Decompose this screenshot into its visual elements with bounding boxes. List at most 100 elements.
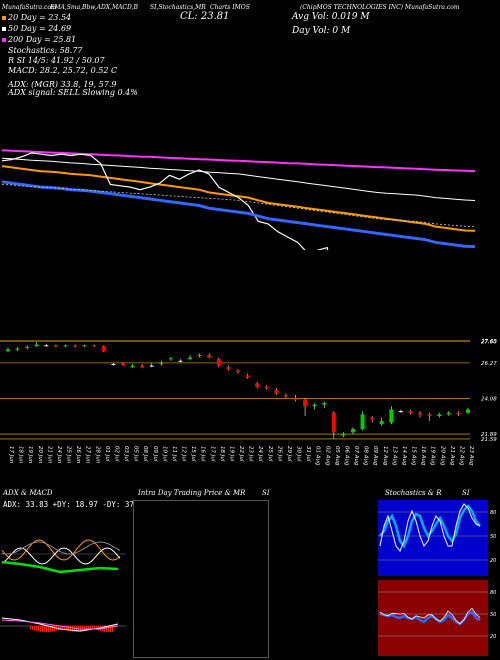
- adx-line-1: ADX: (MGR) 33.8, 19, 57.9: [8, 80, 117, 89]
- macd-histogram-bar: [38, 626, 40, 632]
- x-tick-label: 15 Aug: [411, 446, 417, 466]
- x-tick-label: 05 Jul: [133, 446, 139, 462]
- macd-histogram-bar: [62, 626, 64, 630]
- macd-signal-line: [1, 619, 119, 630]
- macd-value: MACD: 28.2, 25.72, 0.52 C: [8, 66, 118, 75]
- rsi-tick-label: 20: [490, 634, 496, 640]
- x-tick-label: 21 Jun: [46, 446, 52, 464]
- macd-histogram-bar: [60, 626, 62, 630]
- adx-grey-line: [1, 541, 121, 555]
- candle-body: [121, 364, 125, 365]
- ma-line-1: [1, 157, 476, 201]
- ema50-swatch: [2, 27, 6, 31]
- macd-histogram-bar: [34, 626, 36, 631]
- macd-histogram-bar: [52, 626, 54, 632]
- x-tick-label: 02 Aug: [324, 446, 330, 466]
- macd-histogram-bar: [46, 626, 48, 632]
- ema20-swatch: [2, 16, 6, 20]
- x-tick-label: 03 Jul: [123, 446, 129, 462]
- candle-body: [188, 357, 193, 360]
- candle-body: [6, 349, 10, 351]
- macd-histogram-bar: [68, 626, 70, 631]
- candle-body: [101, 346, 106, 351]
- candle-body: [408, 411, 413, 413]
- ema50-value: 50 Day = 24.69: [2, 24, 71, 33]
- candle-body: [197, 355, 202, 357]
- candle-body: [398, 411, 403, 413]
- stoch-tick-label: 50: [490, 534, 496, 540]
- stoch-tick-label: 80: [490, 510, 496, 516]
- x-tick-label: 25 Jun: [66, 446, 72, 464]
- x-tick-label: 29 Jul: [286, 446, 292, 462]
- ma200-swatch: [2, 38, 6, 42]
- x-tick-label: 02 Jul: [113, 446, 119, 462]
- candle-body: [389, 409, 394, 423]
- rsi-panel: 80 50 20: [378, 580, 496, 656]
- candle-body: [274, 390, 279, 394]
- adx-white-line: [1, 547, 121, 565]
- candle-body: [53, 345, 58, 347]
- macd-histogram-bar: [88, 626, 90, 631]
- macd-histogram-bar: [30, 626, 32, 629]
- candle-body: [82, 345, 87, 347]
- stochastics-value: Stochastics: 58.77: [8, 46, 83, 55]
- x-tick-label: 01 Jul: [104, 446, 110, 462]
- x-tick-label: 19 Jun: [27, 446, 33, 464]
- day-volume-label: Day Vol: 0 M: [292, 26, 351, 36]
- macd-histogram-bar: [74, 626, 76, 632]
- x-tick-label: 06 Aug: [343, 446, 349, 466]
- candle-body: [149, 365, 154, 367]
- macd-histogram-bar: [94, 626, 96, 630]
- x-tick-label: 09 Aug: [372, 446, 378, 466]
- candle-body: [73, 345, 78, 347]
- macd-histogram-bar: [112, 626, 114, 632]
- site-label: MunafaSutra.com: [2, 4, 57, 11]
- macd-histogram-bar: [108, 626, 110, 632]
- candle-body: [130, 365, 135, 368]
- rsi-signal-line: [379, 607, 481, 625]
- stochastics-panel-title: Stochastics & R: [385, 489, 442, 497]
- macd-histogram-bar: [40, 626, 42, 632]
- x-tick-label: 24 Jul: [257, 446, 263, 462]
- x-tick-label: 12 Aug: [382, 446, 388, 466]
- x-tick-label: 31 Jul: [305, 446, 311, 462]
- macd-panel: [0, 598, 126, 660]
- x-tick-label: 25 Jul: [267, 446, 273, 462]
- x-tick-label: 10 Jul: [161, 446, 167, 462]
- stochastics-si-title: SI: [462, 489, 470, 497]
- x-tick-label: 24 Jun: [56, 446, 62, 464]
- y-tick-label: 21.89: [481, 432, 497, 438]
- macd-histogram-bar: [66, 626, 68, 631]
- x-tick-label: 08 Jul: [142, 446, 148, 462]
- macd-histogram-bar: [58, 626, 60, 631]
- dotted-line: [1, 184, 476, 228]
- x-tick-label: 08 Aug: [363, 446, 369, 466]
- candle-body: [370, 417, 375, 420]
- candle-body: [456, 412, 461, 415]
- x-tick-label: 27 Jun: [85, 446, 91, 464]
- x-tick-label: 01 Aug: [315, 446, 321, 466]
- ma-line-2: [1, 149, 476, 173]
- x-tick-label: 23 Aug: [468, 446, 474, 466]
- price-line: [1, 152, 329, 250]
- candle-body: [418, 412, 423, 415]
- candle-body: [226, 367, 231, 369]
- candle-body: [255, 383, 260, 387]
- candle-body: [427, 414, 432, 416]
- x-tick-label: 22 Jul: [238, 446, 244, 462]
- candle-body: [322, 403, 327, 405]
- candle-body: [303, 399, 308, 407]
- y-tick-label: 27.60: [481, 339, 497, 345]
- candle-body: [111, 364, 116, 365]
- rsi-value: R SI 14/5: 41.92 / 50.07: [8, 56, 105, 65]
- x-tick-label: 16 Jul: [200, 446, 206, 462]
- macd-histogram-bar: [54, 626, 56, 632]
- macd-histogram-bar: [64, 626, 66, 630]
- macd-line: [1, 617, 119, 632]
- x-tick-label: 05 Aug: [334, 446, 340, 466]
- intraday-panel-title: Intra Day Trading Price & MR: [138, 489, 246, 497]
- avg-volume-label: Avg Vol: 0.019 M: [292, 12, 370, 22]
- candle-body: [92, 345, 97, 347]
- candle-body: [466, 409, 470, 413]
